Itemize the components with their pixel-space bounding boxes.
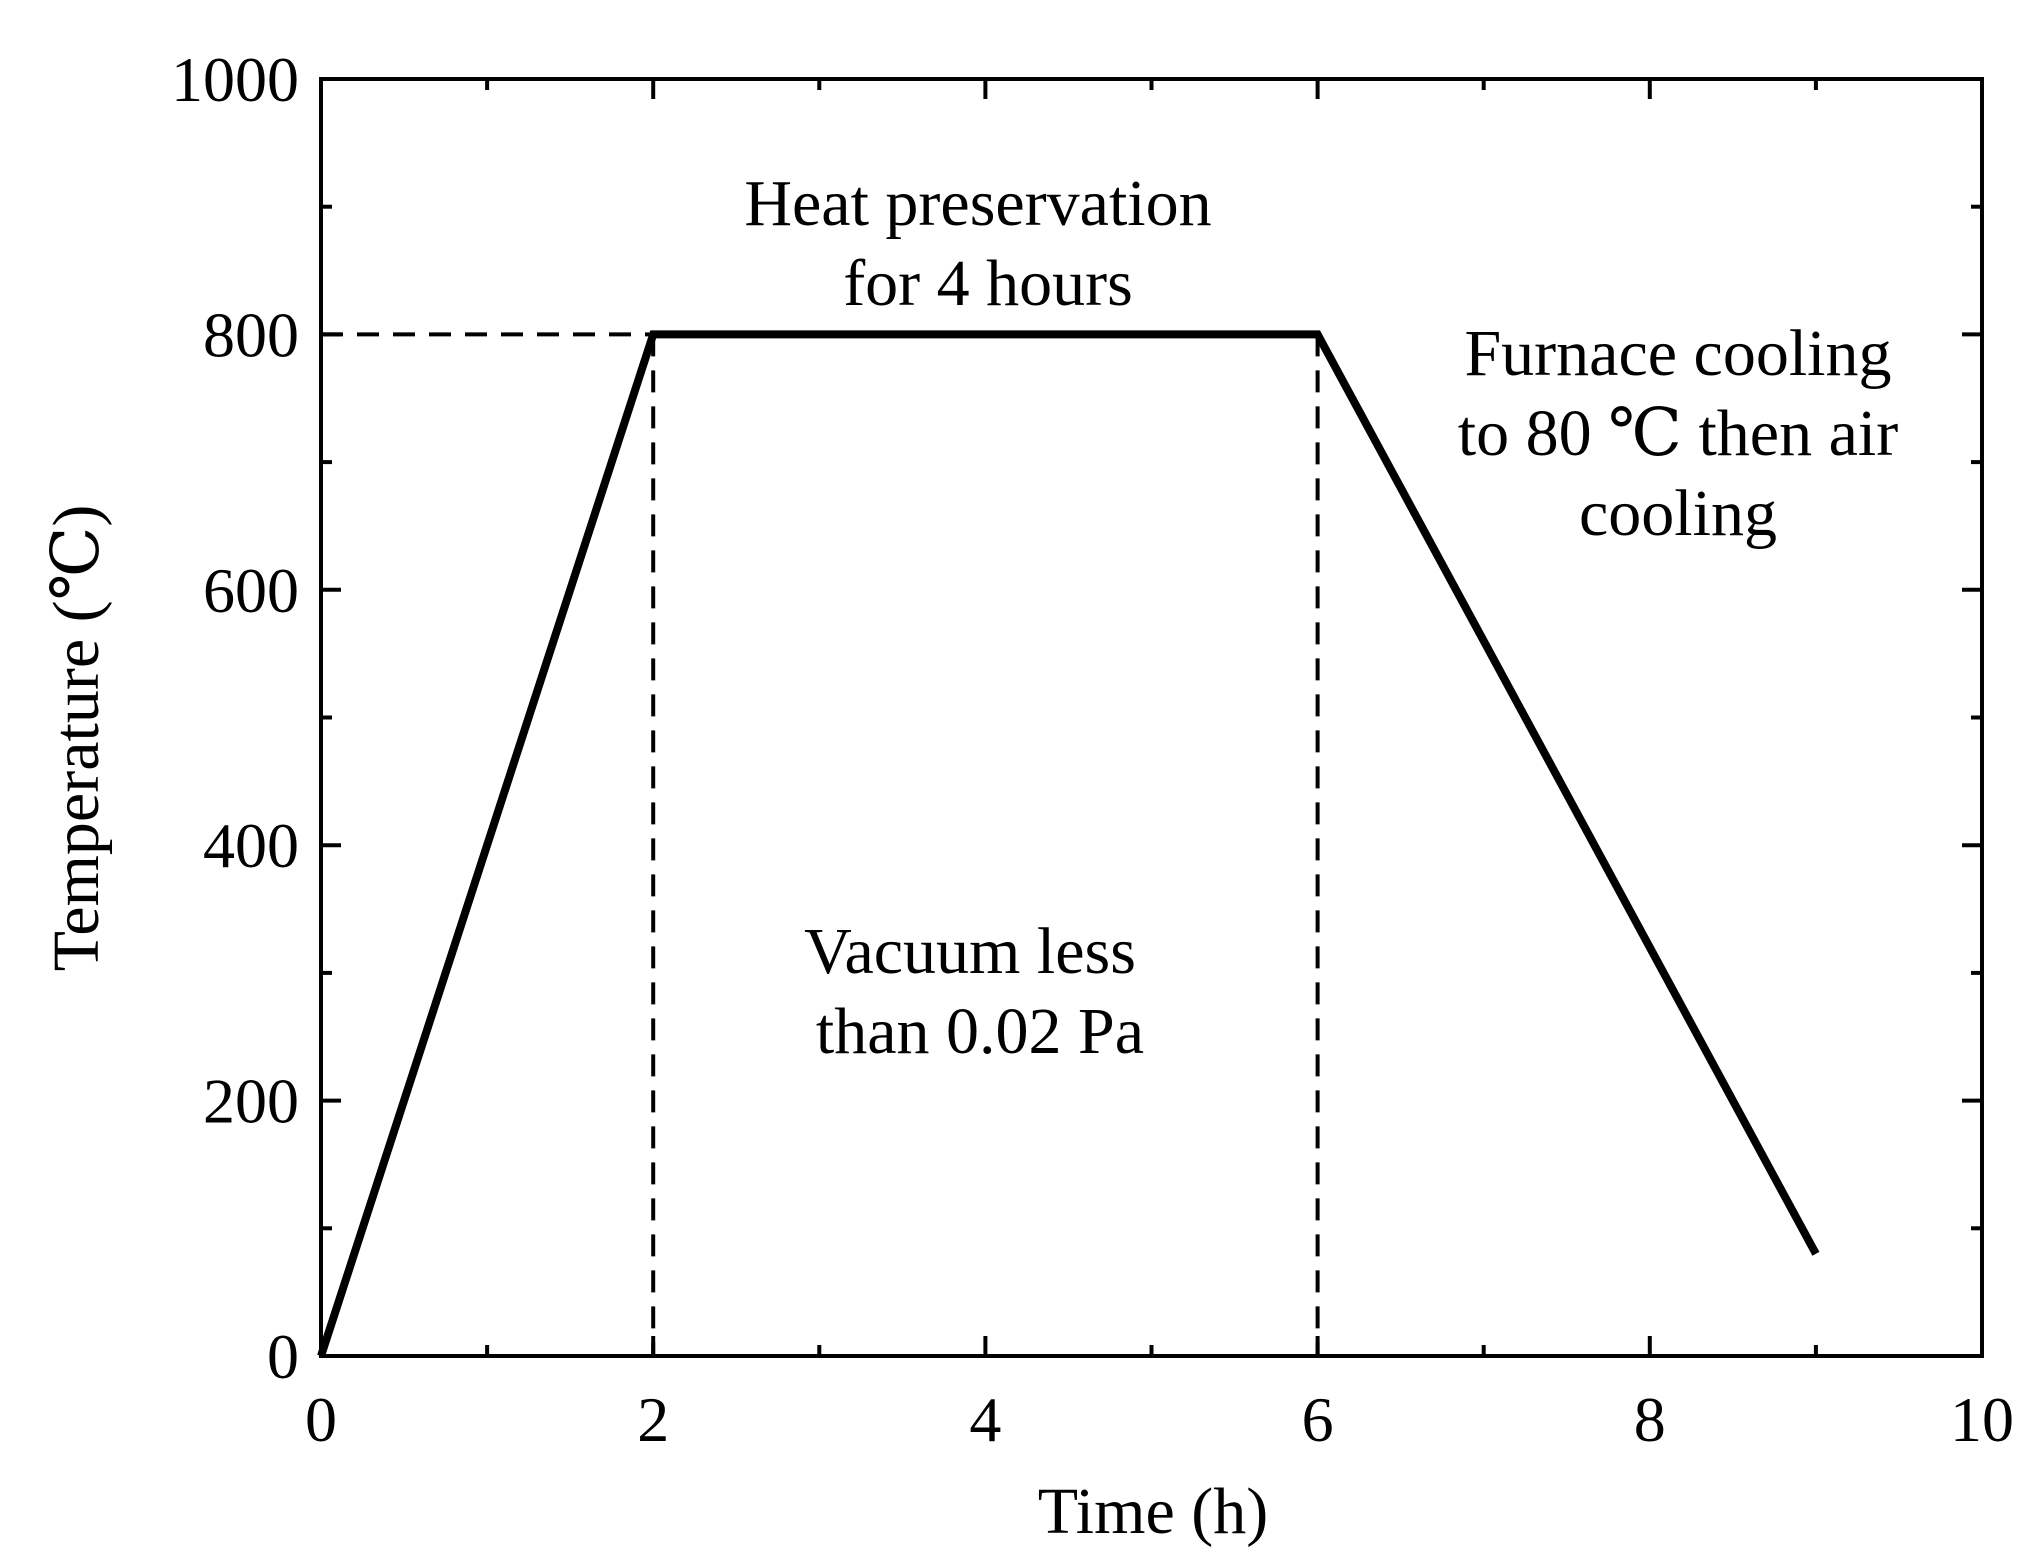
annotation-heat-line2: for 4 hours <box>843 247 1133 320</box>
annotation-vacuum-line1: Vacuum less <box>804 915 1136 988</box>
y-tick-label: 0 <box>267 1321 299 1392</box>
y-axis-title: Temperature (℃) <box>40 505 113 972</box>
y-tick-label: 1000 <box>171 44 299 115</box>
y-tick-labels: 0 200 400 600 800 1000 <box>171 44 299 1392</box>
annotation-cooling-line3: cooling <box>1579 477 1777 550</box>
y-tick-label: 600 <box>203 555 299 626</box>
x-tick-labels: 0 2 4 6 8 10 <box>305 1384 2014 1455</box>
x-tick-label: 0 <box>305 1384 337 1455</box>
x-tick-label: 8 <box>1634 1384 1666 1455</box>
annotation-vacuum-line2: than 0.02 Pa <box>816 995 1144 1068</box>
annotation-cooling-line1: Furnace cooling <box>1464 317 1891 390</box>
y-tick-label: 400 <box>203 810 299 881</box>
y-tick-label: 200 <box>203 1066 299 1137</box>
annotation-cooling-line2: to 80 ℃ then air <box>1458 397 1898 470</box>
reference-lines <box>321 332 1320 1356</box>
x-tick-label: 6 <box>1302 1384 1334 1455</box>
x-tick-label: 10 <box>1950 1384 2014 1455</box>
y-tick-label: 800 <box>203 299 299 370</box>
plot-frame <box>319 77 1984 1358</box>
x-axis-title: Time (h) <box>1038 1475 1268 1548</box>
annotation-heat-line1: Heat preservation <box>744 167 1211 240</box>
series-line-temperature <box>317 330 1820 1358</box>
x-tick-label: 2 <box>637 1384 669 1455</box>
axis-ticks <box>319 77 1984 1358</box>
x-tick-label: 4 <box>969 1384 1001 1455</box>
